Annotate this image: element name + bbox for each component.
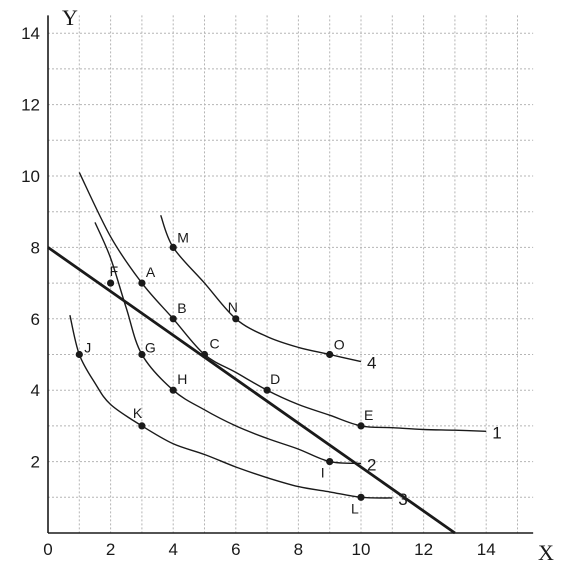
point-label-n: N [228, 299, 238, 315]
curve-label-4: 4 [367, 354, 376, 373]
point-g [138, 350, 146, 359]
point-j [75, 350, 83, 359]
x-tick-label: 0 [43, 540, 52, 559]
y-tick-label: 10 [21, 167, 40, 186]
point-label-a: A [146, 264, 156, 280]
point-b [169, 315, 177, 323]
point-label-g: G [145, 340, 156, 356]
point-label-i: I [321, 465, 325, 481]
y-tick-label: 6 [31, 310, 40, 329]
point-h [169, 386, 177, 394]
tick-labels: 0 2 4 6 8 10 12 14 2 4 6 8 10 12 14 [21, 24, 496, 559]
point-label-k: K [133, 405, 143, 421]
point-l [357, 493, 365, 501]
x-tick-label: 8 [294, 540, 303, 559]
x-tick-label: 2 [106, 540, 115, 559]
y-tick-label: 2 [31, 453, 40, 472]
y-tick-label: 12 [21, 96, 40, 115]
point-label-h: H [177, 371, 187, 387]
point-label-c: C [210, 336, 220, 352]
point-label-b: B [177, 300, 186, 316]
indifference-curves: 1 2 3 4 [69, 172, 502, 509]
point-o [326, 350, 334, 359]
curve-label-1: 1 [492, 423, 501, 442]
point-e [357, 422, 365, 430]
y-tick-label: 8 [31, 238, 40, 257]
y-axis-label: Y [62, 5, 78, 30]
point-i [326, 458, 334, 466]
indifference-curve-3 [69, 315, 393, 499]
budget-line-group [47, 246, 456, 535]
x-tick-label: 6 [231, 540, 240, 559]
point-label-o: O [334, 337, 345, 353]
axes [47, 15, 534, 534]
point-k [138, 422, 146, 430]
point-m [169, 243, 177, 251]
x-axis-label: X [538, 540, 554, 565]
indifference-curve-2 [94, 222, 362, 465]
point-label-e: E [364, 407, 373, 423]
point-label-f: F [110, 263, 119, 279]
y-tick-label: 14 [21, 24, 40, 43]
x-tick-label: 10 [352, 540, 371, 559]
grid [48, 15, 534, 533]
budget-line [47, 246, 456, 535]
point-n [232, 315, 240, 323]
curve-label-3: 3 [398, 490, 407, 509]
y-tick-label: 4 [31, 381, 40, 400]
point-d [263, 386, 271, 394]
x-tick-label: 4 [168, 540, 177, 559]
point-a [138, 279, 146, 287]
x-tick-label: 14 [477, 540, 496, 559]
x-tick-label: 12 [414, 540, 433, 559]
curve-label-2: 2 [367, 455, 376, 474]
labeled-points: A B C D E F G H I J K L M N O [75, 229, 373, 516]
point-label-j: J [84, 340, 91, 356]
point-label-m: M [177, 229, 189, 245]
point-c [200, 350, 209, 359]
point-f [107, 279, 115, 287]
point-label-d: D [270, 371, 280, 387]
point-label-l: L [351, 500, 359, 516]
